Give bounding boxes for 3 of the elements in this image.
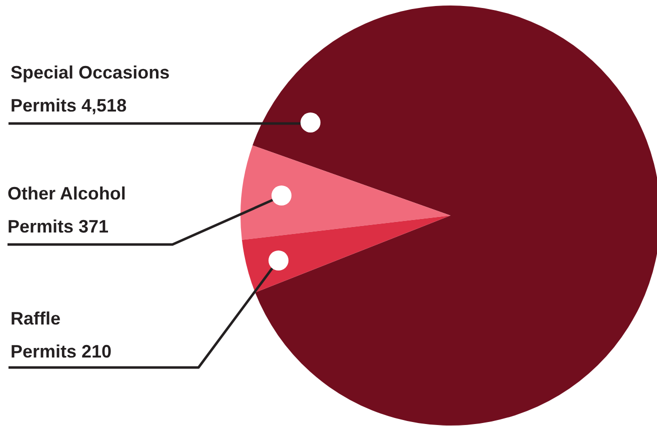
slice-label: Raffle Permits 210 [10, 308, 112, 362]
slice-label: Special Occasions Permits 4,518 [10, 62, 170, 116]
slice-label: Other Alcohol Permits 371 [8, 184, 126, 236]
